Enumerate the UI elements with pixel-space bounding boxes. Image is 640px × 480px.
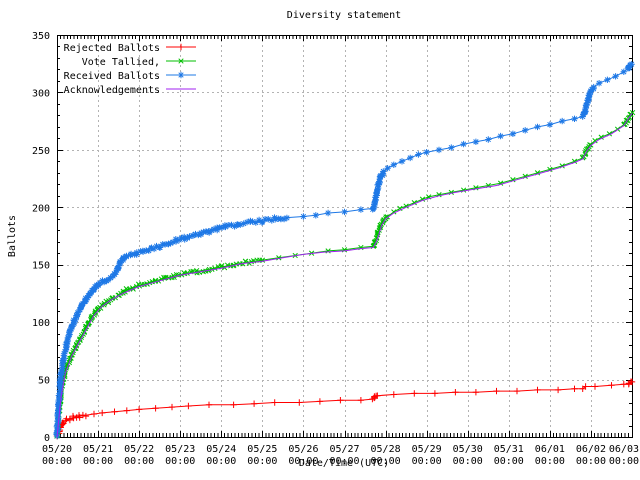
- legend-item-rejected-ballots: Rejected Ballots: [64, 43, 196, 54]
- x-tick-time: 00:00: [206, 456, 236, 467]
- legend-label: Vote Tallied,: [82, 57, 160, 68]
- series-plots: [53, 61, 636, 440]
- x-tick-time: 00:00: [288, 456, 318, 467]
- legend-sample-marker: [177, 43, 185, 51]
- x-axis-label: Date/Time (UTC): [299, 458, 389, 469]
- x-tick-time: 00:00: [535, 456, 565, 467]
- y-tick-label: 200: [32, 203, 50, 214]
- x-tick-time: 00:00: [576, 456, 606, 467]
- x-tick-time: 00:00: [371, 456, 401, 467]
- y-tick-label: 150: [32, 261, 50, 272]
- x-tick-time: 00:00: [453, 456, 483, 467]
- x-tick-date: 05/20: [42, 444, 72, 455]
- grid: [57, 35, 632, 437]
- x-tick-date: 05/26: [288, 444, 318, 455]
- legend-label: Acknowledgements: [64, 85, 160, 96]
- x-tick-date: 06/01: [535, 444, 565, 455]
- x-tick-date: 05/22: [124, 444, 154, 455]
- series-line-acknowledgements: [56, 112, 633, 438]
- series-line-vote-tallied: [56, 111, 633, 438]
- x-tick-date: 05/21: [83, 444, 113, 455]
- y-tick-label: 250: [32, 146, 50, 157]
- legend: Rejected Ballots Vote Tallied, Received Ba…: [64, 43, 196, 96]
- legend-label: Rejected Ballots: [64, 43, 160, 54]
- x-tick-date: 05/28: [371, 444, 401, 455]
- legend-item-received-ballots: Received Ballots: [64, 71, 196, 82]
- x-tick-time: 00:00: [124, 456, 154, 467]
- y-tick-label: 0: [44, 433, 50, 444]
- legend-item-acknowledgements: Acknowledgements: [64, 85, 196, 96]
- x-tick-time: 00:00: [83, 456, 113, 467]
- x-tick-date: 05/27: [329, 444, 359, 455]
- x-tick-date: 05/31: [494, 444, 524, 455]
- x-tick-time: 00:00: [494, 456, 524, 467]
- x-tick-date: 06/02: [576, 444, 606, 455]
- chart-title: Diversity statement: [287, 10, 401, 21]
- y-tick-label: 300: [32, 88, 50, 99]
- x-tick-date: 06/03: [609, 444, 639, 455]
- x-tick-date: 05/30: [453, 444, 483, 455]
- x-tick-date: 05/24: [206, 444, 236, 455]
- x-tick-time: 00:00: [609, 456, 639, 467]
- y-tick-label: 100: [32, 318, 50, 329]
- y-tick-label: 350: [32, 31, 50, 42]
- x-tick-time: 00:00: [412, 456, 442, 467]
- x-tick-date: 05/23: [165, 444, 195, 455]
- x-tick-date: 05/25: [247, 444, 277, 455]
- legend-item-vote-tallied: Vote Tallied,: [82, 57, 196, 68]
- y-axis-label: Ballots: [7, 215, 18, 257]
- y-tick-label: 50: [38, 376, 50, 387]
- series-line-rejected-ballots: [56, 381, 632, 438]
- tick-labels: 05/2000:0005/2100:0005/2200:0005/2300:00…: [32, 31, 639, 467]
- legend-sample-marker: [178, 58, 184, 64]
- legend-label: Received Ballots: [64, 71, 160, 82]
- legend-sample-marker: [177, 71, 185, 79]
- x-tick-time: 00:00: [165, 456, 195, 467]
- x-tick-date: 05/29: [412, 444, 442, 455]
- x-tick-time: 00:00: [247, 456, 277, 467]
- x-tick-time: 00:00: [42, 456, 72, 467]
- x-tick-time: 00:00: [329, 456, 359, 467]
- series-markers-vote-tallied: [54, 109, 636, 439]
